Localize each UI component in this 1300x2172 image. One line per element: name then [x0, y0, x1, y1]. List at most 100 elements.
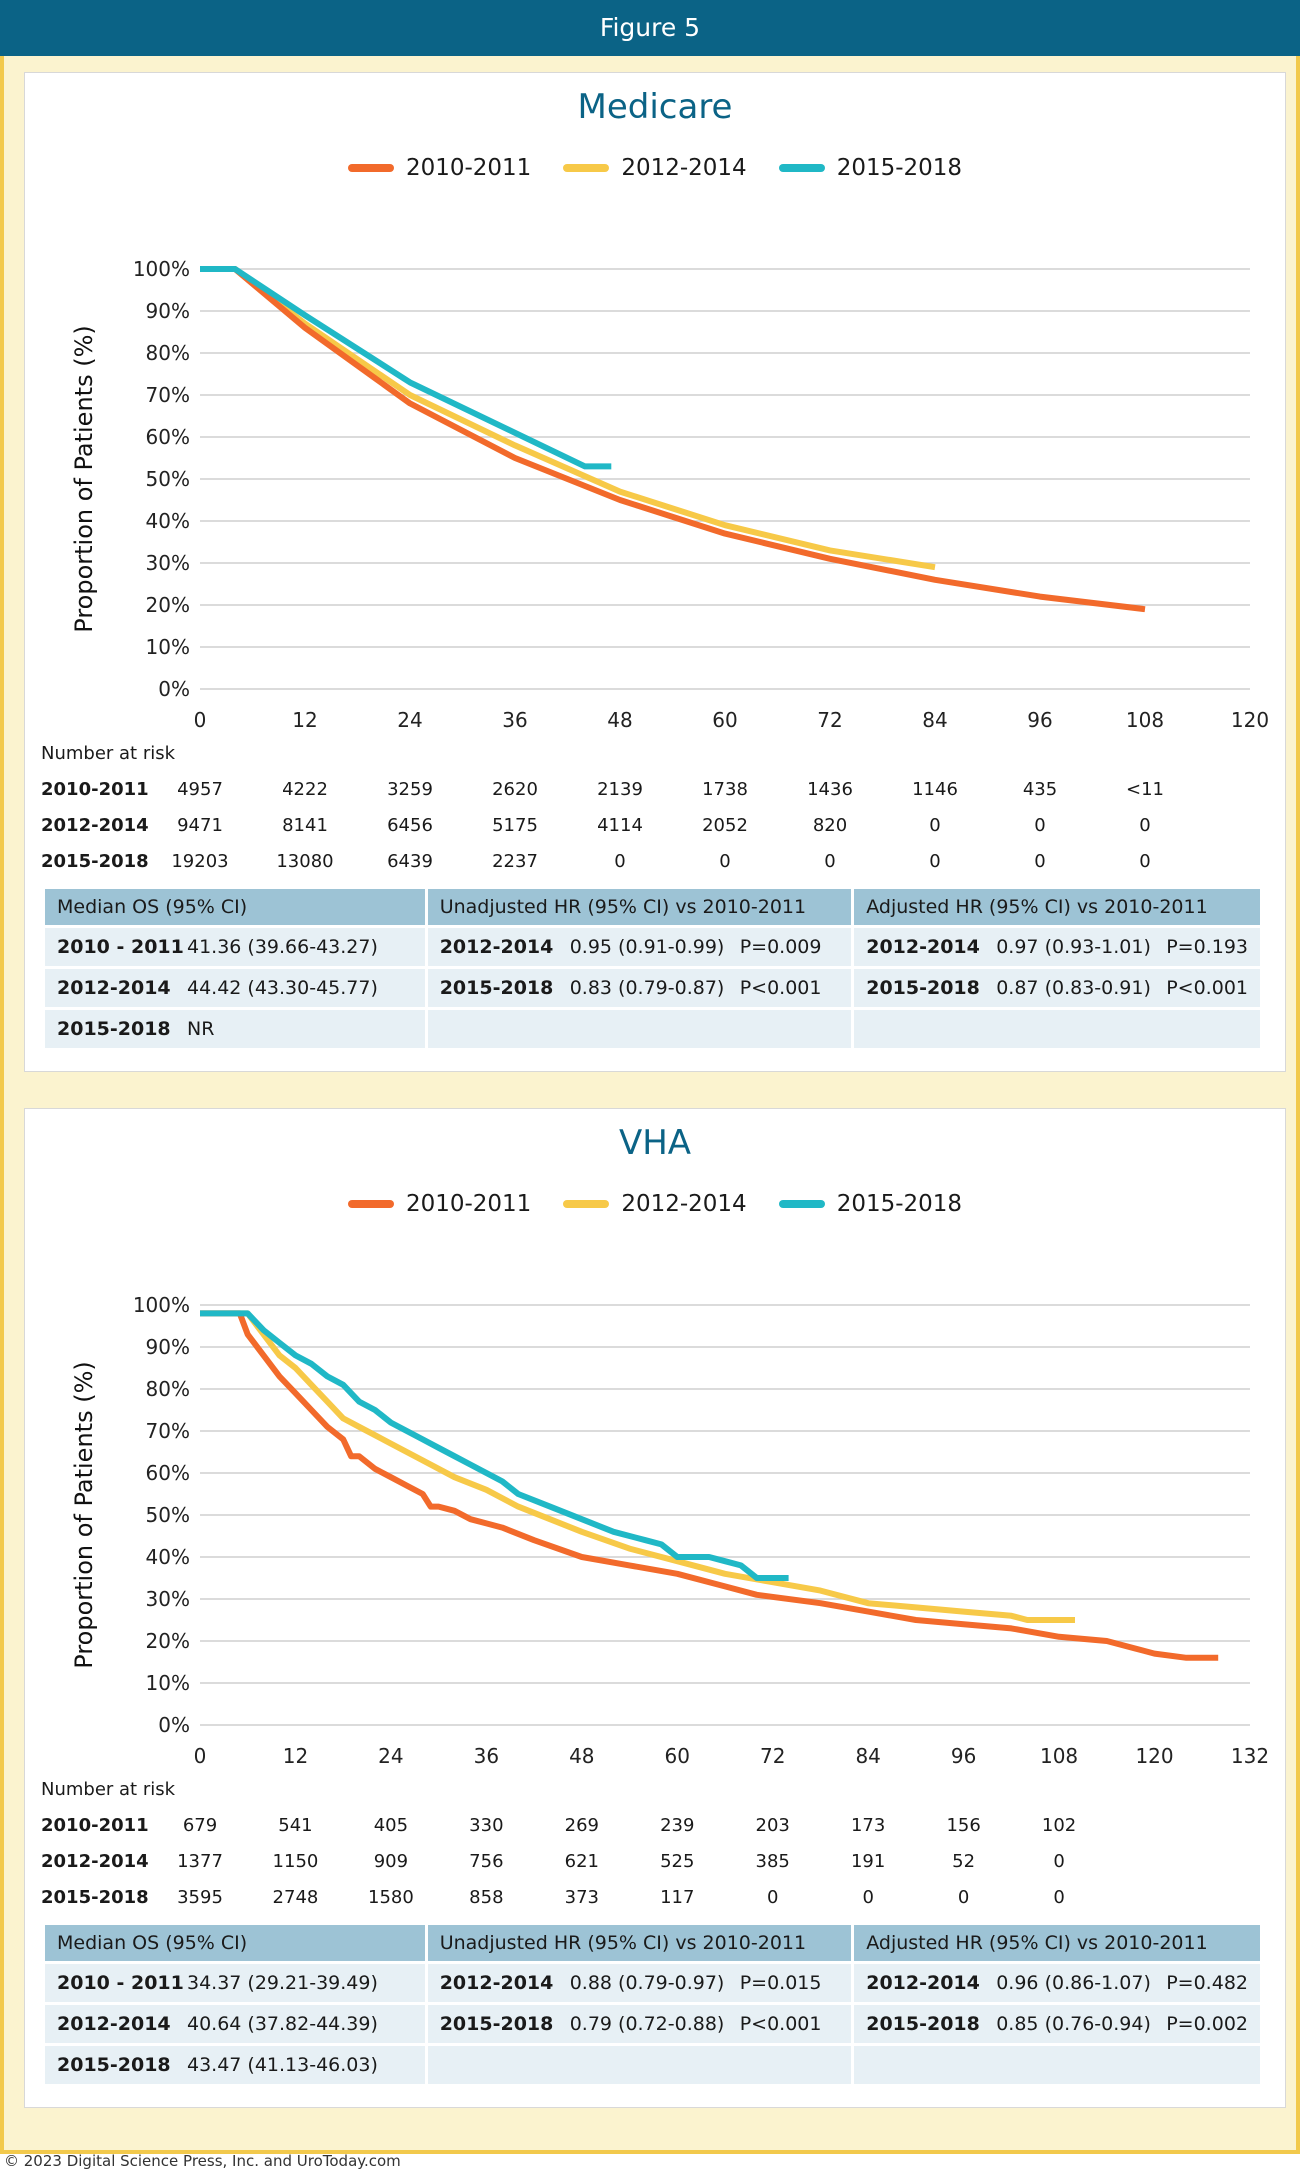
x-tick-label: 24 [397, 708, 422, 732]
legend-label: 2015-2018 [836, 1191, 963, 1217]
table-row: 2010 - 2011 41.36 (39.66-43.27) 2012-2014 0… [45, 925, 1263, 966]
x-tick-label: 96 [951, 1744, 976, 1768]
risk-value: 330 [469, 1815, 504, 1836]
legend-item-2012-2014: 2012-2014 [563, 155, 747, 181]
cell-key: 2012-2014 [866, 1972, 980, 1994]
x-tick-label: 36 [474, 1744, 499, 1768]
legend-swatch [563, 164, 610, 172]
risk-value: 621 [564, 1851, 599, 1872]
legend-label: 2010-2011 [405, 1191, 532, 1217]
risk-value: 0 [929, 815, 941, 836]
y-tick-label: 60% [146, 425, 190, 449]
y-tick-label: 90% [146, 1335, 190, 1359]
risk-value: 1146 [912, 779, 958, 800]
survival-chart: 0% 10% 20% 30% 40% 50% 60% 70% 80% 90% 100% 0 12 24 36… [70, 257, 1269, 732]
table-header: Median OS (95% CI) [45, 889, 428, 925]
legend-label: 2012-2014 [621, 1191, 747, 1217]
y-tick-label: 20% [146, 593, 190, 617]
risk-row-label: 2012-2014 [41, 815, 149, 836]
x-tick-label: 132 [1231, 1744, 1269, 1768]
survival-chart: 0% 10% 20% 30% 40% 50% 60% 70% 80% 90% 100% 0 12 24 36… [70, 1293, 1269, 1768]
risk-value: 858 [469, 1887, 504, 1908]
cell-value: 43.47 (41.13-46.03) [187, 2054, 378, 2076]
series-line-2010-2011 [200, 266, 1146, 613]
table-cell: 2012-2014 0.95 (0.91-0.99) P=0.009 [427, 925, 855, 966]
table-header: Adjusted HR (95% CI) vs 2010-2011 [854, 889, 1263, 925]
risk-row-label: 2015-2018 [41, 851, 149, 872]
risk-title: Number at risk [41, 1779, 176, 1800]
legend-item-2012-2014: 2012-2014 [563, 1191, 747, 1217]
table-row: 2010 - 2011 34.37 (29.21-39.49) 2012-2014 0… [45, 1961, 1263, 2002]
cell-key: 2012-2014 [439, 1972, 554, 1994]
vha-panel: VHA 2010-2011 2012-2014 2015-2018 0% 10% 2… [24, 1108, 1286, 2108]
risk-value: 1377 [177, 1851, 223, 1872]
risk-value: 2139 [597, 779, 643, 800]
table-header: Adjusted HR (95% CI) vs 2010-2011 [854, 1925, 1263, 1961]
panel-title: Medicare [577, 87, 733, 127]
x-tick-label: 12 [283, 1744, 308, 1768]
cell-value: 0.87 (0.83-0.91) [996, 977, 1151, 999]
series-line-2012-2014 [200, 266, 936, 571]
y-tick-label: 30% [146, 1587, 190, 1611]
y-tick-label: 80% [146, 341, 190, 365]
risk-value: 525 [660, 1851, 695, 1872]
x-tick-label: 84 [922, 708, 947, 732]
cell-value: 40.64 (37.82-44.39) [187, 2013, 378, 2035]
risk-value: 6456 [387, 815, 433, 836]
cell-key: 2012-2014 [57, 977, 171, 999]
risk-value: 0 [1053, 1851, 1065, 1872]
figure-frame: Medicare 2010-2011 2012-2014 2015-2018 0… [0, 56, 1300, 2154]
risk-title: Number at risk [41, 743, 176, 764]
cell-pvalue: P=0.009 [739, 936, 822, 958]
cell-value: NR [187, 1018, 215, 1040]
risk-row-label: 2012-2014 [41, 1851, 149, 1872]
risk-value: 0 [862, 1887, 874, 1908]
risk-value: 385 [755, 1851, 790, 1872]
table-cell: 2015-2018 0.79 (0.72-0.88) P<0.001 [427, 2002, 855, 2043]
risk-value: 1580 [368, 1887, 414, 1908]
y-tick-label: 50% [146, 467, 190, 491]
series-line-2015-2018 [200, 266, 612, 470]
risk-row-label: 2015-2018 [41, 1887, 149, 1908]
legend-swatch [563, 1200, 610, 1208]
risk-value: 203 [755, 1815, 790, 1836]
y-tick-label: 10% [146, 1671, 190, 1695]
legend-label: 2010-2011 [405, 155, 532, 181]
stats-table: Median OS (95% CI) Unadjusted HR (95% CI)… [45, 889, 1263, 1048]
y-tick-label: 90% [146, 299, 190, 323]
table-cell: 2015-2018 0.87 (0.83-0.91) P<0.001 [854, 966, 1263, 1007]
table-row: 2012-2014 40.64 (37.82-44.39) 2015-2018 0.7… [45, 2002, 1263, 2043]
risk-value: 4222 [282, 779, 328, 800]
table-cell: 2015-2018 NR [45, 1007, 428, 1048]
cell-value: 0.88 (0.79-0.97) [569, 1972, 725, 1994]
y-tick-label: 50% [146, 1503, 190, 1527]
figure-header: Figure 5 [0, 0, 1300, 56]
cell-pvalue: P=0.482 [1166, 1972, 1248, 1994]
y-tick-label: 100% [133, 257, 190, 281]
cell-key: 2015-2018 [439, 977, 554, 999]
risk-value: 1150 [272, 1851, 319, 1872]
table-header: Unadjusted HR (95% CI) vs 2010-2011 [427, 1925, 855, 1961]
table-cell: 2012-2014 0.96 (0.86-1.07) P=0.482 [854, 1961, 1263, 2002]
x-tick-label: 48 [607, 708, 632, 732]
risk-value: 2620 [492, 779, 538, 800]
x-tick-label: 120 [1231, 708, 1269, 732]
medicare-panel: Medicare 2010-2011 2012-2014 2015-2018 0… [24, 72, 1286, 1072]
legend-swatch [778, 1200, 825, 1208]
x-tick-label: 60 [665, 1744, 690, 1768]
series-line-2010-2011 [200, 1310, 1219, 1661]
risk-value: 102 [1041, 1815, 1077, 1836]
x-tick-label: 72 [817, 708, 842, 732]
risk-value: 5175 [492, 815, 538, 836]
risk-value: 4114 [597, 815, 643, 836]
risk-value: 373 [564, 1887, 599, 1908]
cell-value: 0.85 (0.76-0.94) [996, 2013, 1151, 2035]
risk-value: 156 [946, 1815, 981, 1836]
risk-value: 1738 [702, 779, 748, 800]
risk-row-label: 2010-2011 [41, 779, 149, 800]
y-tick-label: 80% [146, 1377, 190, 1401]
cell-key: 2010 - 2011 [57, 1972, 184, 1994]
legend-item-2010-2011: 2010-2011 [347, 155, 532, 181]
x-tick-label: 108 [1040, 1744, 1078, 1768]
table-cell: 2012-2014 0.88 (0.79-0.97) P=0.015 [427, 1961, 855, 2002]
